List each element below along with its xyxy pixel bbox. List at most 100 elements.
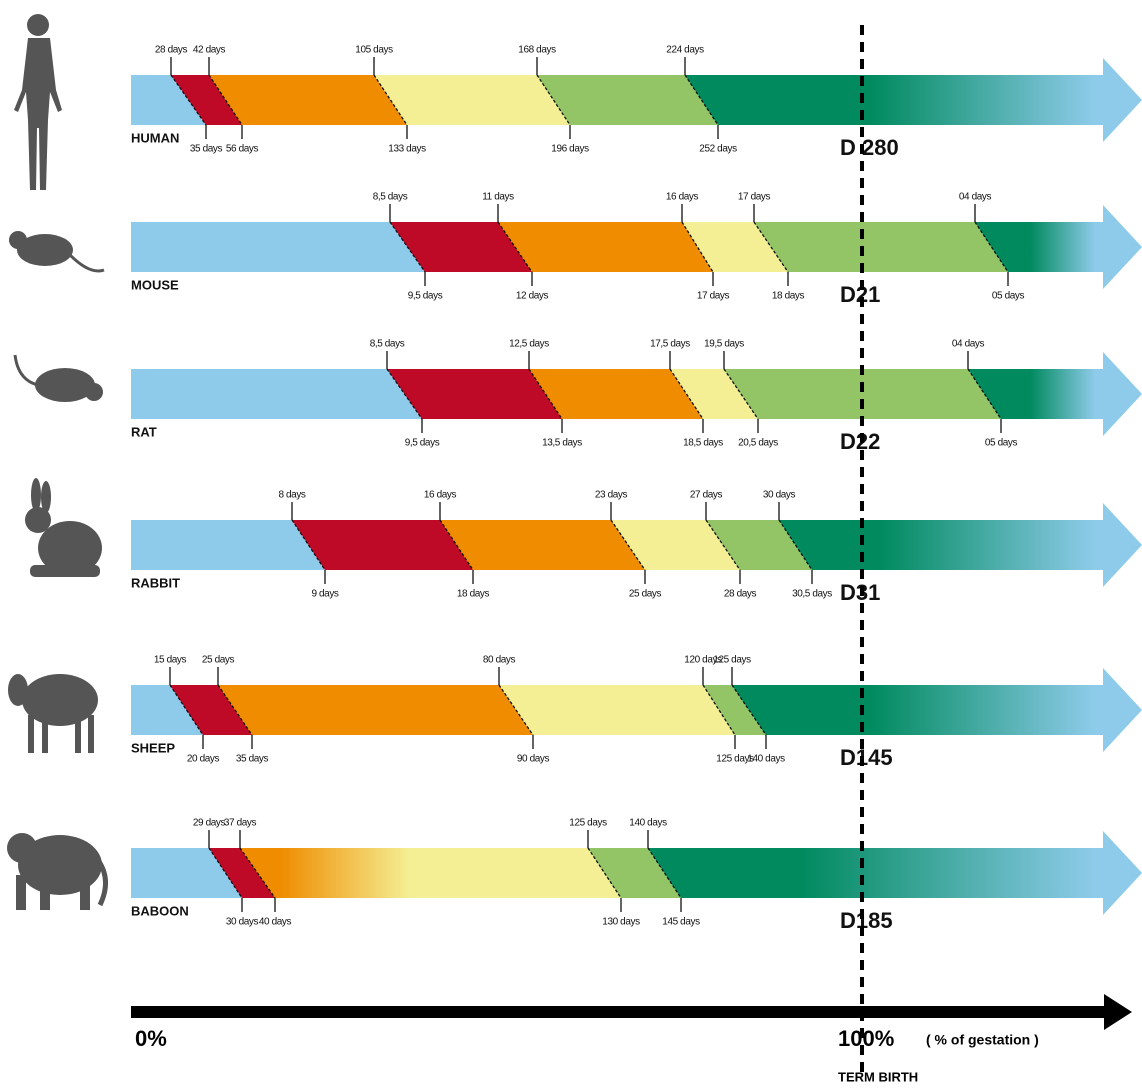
top-label: 23 days — [595, 490, 628, 501]
top-label: 8,5 days — [373, 192, 408, 203]
species-row: 8 days 9 days 16 days 18 days 23 days 25 days… — [131, 490, 1142, 605]
rabbit-icon — [25, 478, 102, 577]
arrow-head — [1103, 503, 1142, 587]
bottom-label: 9,5 days — [408, 291, 443, 302]
bottom-label: 90 days — [517, 754, 550, 765]
species-name: SHEEP — [131, 740, 175, 755]
bottom-label: 05 days — [985, 438, 1018, 449]
bottom-label: 25 days — [629, 589, 662, 600]
top-label: 8,5 days — [370, 339, 405, 350]
top-label: 125 days — [713, 655, 751, 666]
baboon-icon — [7, 833, 106, 910]
bottom-label: 18 days — [772, 291, 805, 302]
species-row: 15 days 20 days 25 days 35 days 80 days 90 da… — [131, 655, 1142, 770]
species-name: RABBIT — [131, 575, 180, 590]
axis-end: 100% — [838, 1026, 894, 1051]
stage-band — [498, 222, 713, 272]
stage-band — [240, 848, 621, 898]
axis-caption: TERM BIRTH — [838, 1069, 918, 1084]
top-label: 04 days — [952, 339, 985, 350]
bottom-label: 30,5 days — [792, 589, 832, 600]
rows: 28 days 35 days 42 days 56 days 105 days 133 … — [131, 45, 1142, 933]
bottom-label: 05 days — [992, 291, 1025, 302]
top-label: 224 days — [666, 45, 704, 56]
stage-band — [499, 685, 735, 735]
top-label: 168 days — [518, 45, 556, 56]
top-label: 16 days — [424, 490, 457, 501]
stage-band — [724, 369, 1001, 419]
bottom-label: 40 days — [259, 917, 292, 928]
bottom-label: 133 days — [388, 144, 426, 155]
top-label: 8 days — [278, 490, 305, 501]
species-name: BABOON — [131, 903, 189, 918]
bottom-label: 18,5 days — [683, 438, 723, 449]
arrow-head — [1103, 831, 1142, 915]
bottom-label: 140 days — [747, 754, 785, 765]
bottom-label: 13,5 days — [542, 438, 582, 449]
stage-band — [209, 75, 407, 125]
bottom-label: 35 days — [236, 754, 269, 765]
stage-band — [754, 222, 1008, 272]
bottom-label: 28 days — [724, 589, 757, 600]
stage-band — [648, 848, 1103, 898]
bottom-label: 56 days — [226, 144, 259, 155]
term-label: D 280 — [840, 135, 899, 160]
mouse-icon — [9, 231, 104, 271]
bottom-label: 9,5 days — [405, 438, 440, 449]
top-label: 12,5 days — [509, 339, 549, 350]
arrow-head — [1103, 58, 1142, 142]
axis-unit: ( % of gestation ) — [926, 1032, 1039, 1048]
top-label: 42 days — [193, 45, 226, 56]
stage-band — [779, 520, 1103, 570]
arrow-head — [1103, 668, 1142, 752]
stage-band — [440, 520, 645, 570]
bottom-label: 196 days — [551, 144, 589, 155]
term-label: D185 — [840, 908, 893, 933]
arrow-head — [1103, 205, 1142, 289]
top-label: 25 days — [202, 655, 235, 666]
arrow-head — [1103, 352, 1142, 436]
silhouettes — [7, 14, 106, 910]
top-label: 16 days — [666, 192, 699, 203]
top-label: 11 days — [482, 192, 514, 203]
bottom-label: 145 days — [662, 917, 700, 928]
bottom-label: 17 days — [697, 291, 730, 302]
top-label: 29 days — [193, 818, 226, 829]
species-row: 8,5 days 9,5 days 11 days 12 days 16 days 17 … — [131, 192, 1142, 307]
rat-icon — [15, 355, 103, 402]
term-label: D145 — [840, 745, 893, 770]
stage-band — [732, 685, 1103, 735]
top-label: 17 days — [738, 192, 771, 203]
species-name: RAT — [131, 424, 157, 439]
bottom-label: 30 days — [226, 917, 259, 928]
species-name: HUMAN — [131, 130, 179, 145]
axis-arrow-head — [1104, 994, 1132, 1030]
top-label: 140 days — [629, 818, 667, 829]
sheep-icon — [8, 674, 98, 753]
top-label: 37 days — [224, 818, 257, 829]
top-label: 04 days — [959, 192, 992, 203]
top-label: 19,5 days — [704, 339, 744, 350]
top-label: 30 days — [763, 490, 796, 501]
bottom-label: 35 days — [190, 144, 223, 155]
human-icon — [14, 14, 62, 190]
species-name: MOUSE — [131, 277, 179, 292]
bottom-label: 20,5 days — [738, 438, 778, 449]
top-label: 80 days — [483, 655, 516, 666]
top-label: 17,5 days — [650, 339, 690, 350]
bottom-label: 18 days — [457, 589, 490, 600]
top-label: 15 days — [154, 655, 187, 666]
species-row: 8,5 days 9,5 days 12,5 days 13,5 days 17,5 d… — [131, 339, 1142, 454]
stage-band — [685, 75, 1103, 125]
stage-band — [374, 75, 570, 125]
bottom-label: 252 days — [699, 144, 737, 155]
axis-start: 0% — [135, 1026, 167, 1051]
axis-arrow — [131, 1006, 1106, 1018]
bottom-label: 9 days — [311, 589, 338, 600]
diagram: 28 days 35 days 42 days 56 days 105 days 133 … — [0, 0, 1142, 1090]
bottom-label: 12 days — [516, 291, 549, 302]
bottom-label: 20 days — [187, 754, 220, 765]
top-label: 105 days — [355, 45, 393, 56]
